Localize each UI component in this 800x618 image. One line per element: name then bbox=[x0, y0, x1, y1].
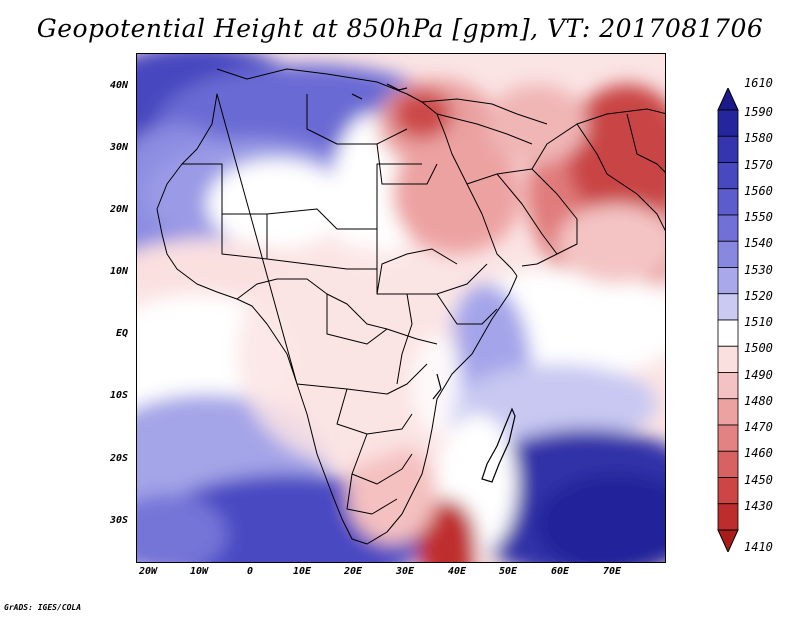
colorbar-label: 1580 bbox=[744, 131, 773, 146]
lon-label: 40E bbox=[447, 566, 467, 577]
colorbar-label: 1490 bbox=[744, 367, 773, 382]
colorbar-swatch bbox=[717, 240, 739, 268]
lat-label: 30S bbox=[109, 515, 128, 526]
colorbar-label: 1570 bbox=[744, 157, 773, 172]
height-field bbox=[137, 54, 665, 562]
lon-label: 0 bbox=[246, 566, 254, 577]
lat-label: 10S bbox=[109, 390, 128, 401]
lon-label: 50E bbox=[498, 566, 518, 577]
colorbar-swatch bbox=[717, 162, 739, 190]
coastlines bbox=[351, 83, 516, 483]
colorbar-swatch bbox=[717, 293, 739, 321]
lon-label: 60E bbox=[550, 566, 570, 577]
colorbar-label: 1500 bbox=[744, 341, 773, 356]
colorbar-swatch bbox=[717, 372, 739, 400]
colorbar-swatch bbox=[717, 319, 739, 347]
lat-label: 40N bbox=[109, 80, 128, 91]
lon-label: 10E bbox=[292, 566, 312, 577]
colorbar-swatch bbox=[717, 345, 739, 373]
lat-label: 20N bbox=[109, 204, 128, 215]
colorbar-label: 1460 bbox=[744, 446, 773, 461]
colorbar-swatch bbox=[717, 214, 739, 242]
colorbar-swatch bbox=[717, 424, 739, 452]
colorbar-top-arrow bbox=[717, 88, 739, 111]
lat-label: 20S bbox=[109, 453, 128, 464]
colorbar-label: 1480 bbox=[744, 393, 773, 408]
colorbar-label: 1450 bbox=[744, 472, 773, 487]
colorbar-label: 1530 bbox=[744, 262, 773, 277]
colorbar-swatch bbox=[717, 503, 739, 531]
grads-credit: GrADS: IGES/COLA bbox=[4, 603, 82, 612]
colorbar-label: 1510 bbox=[744, 315, 773, 329]
colorbar-swatch bbox=[717, 398, 739, 426]
country-borders bbox=[156, 68, 665, 545]
map-panel bbox=[136, 53, 666, 563]
colorbar-label: 1470 bbox=[744, 420, 773, 434]
colorbar-swatch bbox=[717, 477, 739, 505]
colorbar-label: 1590 bbox=[744, 105, 773, 119]
colorbar-label: 1550 bbox=[744, 210, 773, 224]
lat-label: 10N bbox=[109, 266, 128, 277]
lon-label: 20W bbox=[138, 566, 158, 577]
colorbar-swatch bbox=[717, 109, 739, 137]
lon-label: 10W bbox=[189, 566, 209, 577]
lon-label: 20E bbox=[343, 566, 363, 577]
map-title: Geopotential Height at 850hPa [gpm], VT:… bbox=[36, 14, 764, 43]
colorbar-label: 1430 bbox=[744, 498, 773, 513]
colorbar-label: 1540 bbox=[744, 236, 773, 251]
colorbar-swatch bbox=[717, 450, 739, 478]
lat-label: 30N bbox=[109, 142, 128, 153]
colorbar-label: 1520 bbox=[744, 288, 773, 303]
colorbar-label: 1410 bbox=[744, 540, 773, 554]
lon-label: 70E bbox=[602, 566, 622, 577]
colorbar-label: 1560 bbox=[744, 183, 773, 198]
colorbar bbox=[717, 88, 739, 552]
lon-label: 30E bbox=[395, 566, 415, 577]
colorbar-bottom-arrow bbox=[717, 529, 739, 552]
colorbar-swatch bbox=[717, 188, 739, 216]
colorbar-label: 1610 bbox=[744, 76, 773, 90]
map-plot bbox=[137, 54, 665, 562]
colorbar-swatch bbox=[717, 267, 739, 295]
lat-label: EQ bbox=[115, 328, 128, 339]
colorbar-swatch bbox=[717, 135, 739, 163]
